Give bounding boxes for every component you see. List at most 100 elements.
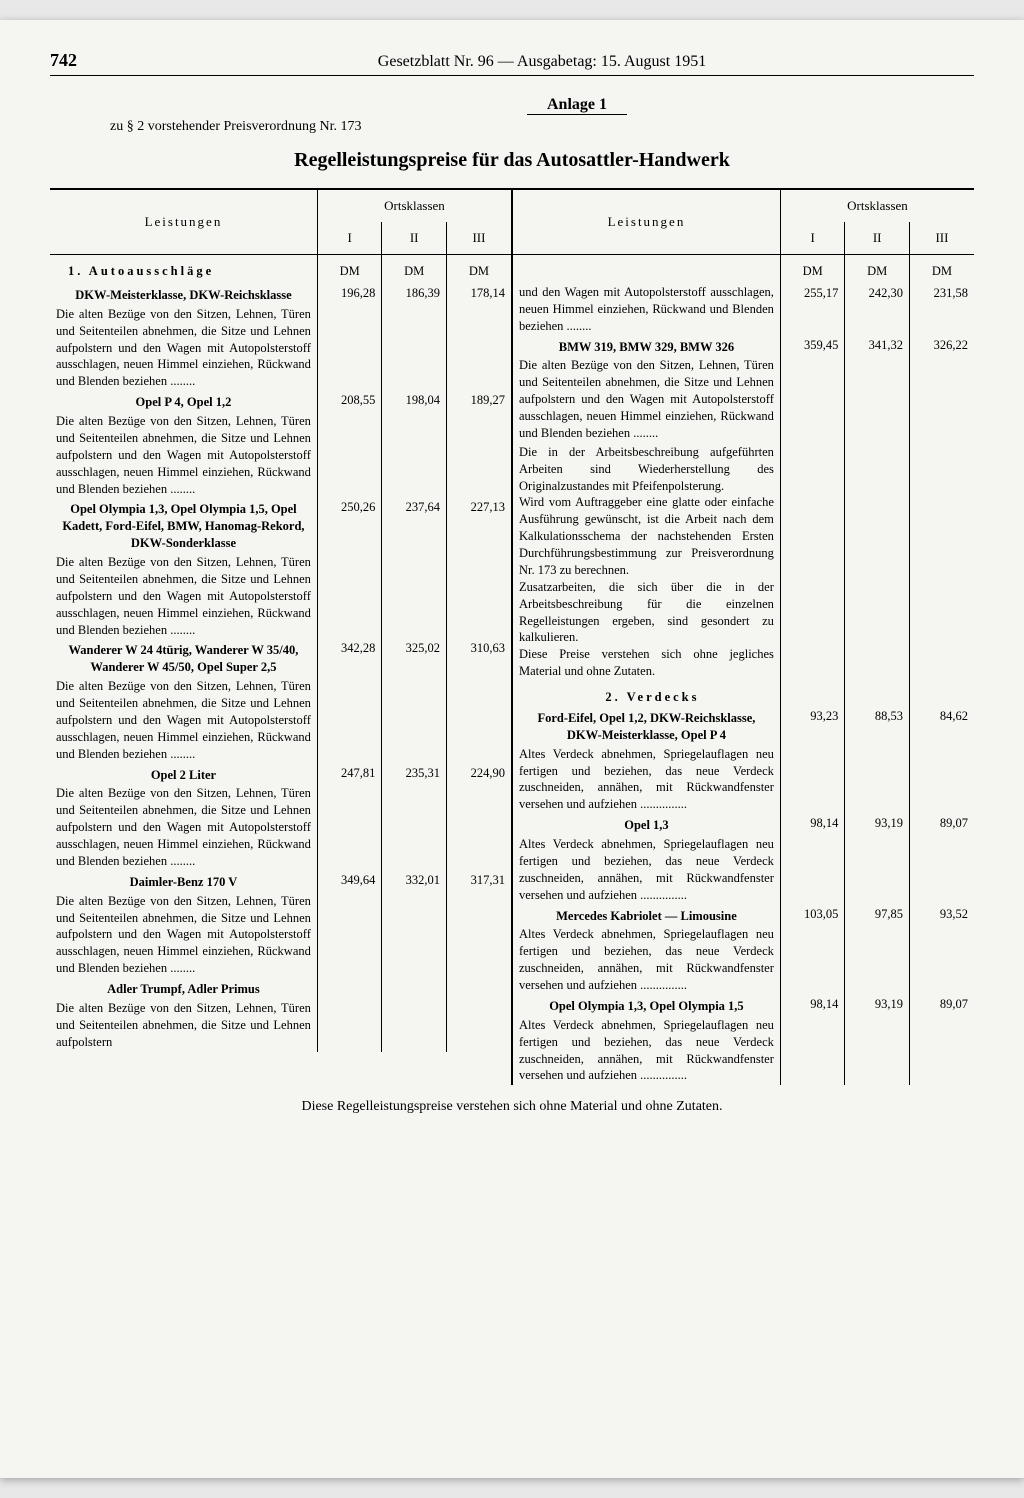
item-title: Daimler-Benz 170 V <box>56 872 311 893</box>
price-ii: 242,30 <box>845 284 910 336</box>
item-cell: Opel 2 Liter Die alten Bezüge von den Si… <box>50 764 317 871</box>
anlage-block: Anlage 1 <box>180 96 974 115</box>
price-iii: 89,07 <box>909 995 974 1085</box>
item-cell: Opel Olympia 1,3, Opel Olympia 1,5, Opel… <box>50 498 317 639</box>
item-title: Opel P 4, Opel 1,2 <box>56 392 311 413</box>
dm-label: DM <box>446 255 511 284</box>
item-title: BMW 319, BMW 329, BMW 326 <box>519 337 774 358</box>
price-iii: 189,27 <box>446 391 511 498</box>
page-number: 742 <box>50 50 110 71</box>
price-i: 98,14 <box>780 814 845 904</box>
price-i <box>317 978 382 1052</box>
item-desc: Die alten Bezüge von den Sitzen, Lehnen,… <box>56 785 311 869</box>
item-title: Opel 1,3 <box>519 815 774 836</box>
item-cell: Wanderer W 24 4türig, Wanderer W 35/40, … <box>50 639 317 763</box>
left-column: Leistungen Ortsklassen I II III 1. Autoa… <box>50 190 513 1085</box>
item-cell: Adler Trumpf, Adler Primus Die alten Bez… <box>50 978 317 1052</box>
header-line: 742 Gesetzblatt Nr. 96 — Ausgabetag: 15.… <box>50 50 974 76</box>
price-iii: 224,90 <box>446 764 511 871</box>
price-ii: 332,01 <box>382 871 447 978</box>
item-cell: Opel Olympia 1,3, Opel Olympia 1,5 Altes… <box>513 995 780 1085</box>
item-cell: Opel P 4, Opel 1,2 Die alten Bezüge von … <box>50 391 317 498</box>
price-ii: 341,32 <box>845 336 910 443</box>
price-i: 103,05 <box>780 905 845 995</box>
th-i: I <box>317 222 382 255</box>
price-ii: 88,53 <box>845 707 910 814</box>
note-cell: Die in der Arbeitsbeschreibung aufgeführ… <box>513 443 780 681</box>
cont-desc: und den Wagen mit Autopolsterstoff aussc… <box>513 284 780 336</box>
item-cell: Ford-Eifel, Opel 1,2, DKW-Reichsklasse, … <box>513 707 780 814</box>
dm-label: DM <box>845 255 910 284</box>
section-2-title: 2. Verdecks <box>513 681 780 707</box>
dm-label: DM <box>780 255 845 284</box>
price-ii: 97,85 <box>845 905 910 995</box>
price-i: 247,81 <box>317 764 382 871</box>
price-ii: 186,39 <box>382 284 447 391</box>
item-desc: Die alten Bezüge von den Sitzen, Lehnen,… <box>56 306 311 390</box>
th-ortsklassen: Ortsklassen <box>317 190 511 222</box>
price-i: 196,28 <box>317 284 382 391</box>
price-iii: 326,22 <box>909 336 974 443</box>
price-iii: 178,14 <box>446 284 511 391</box>
th-ortsklassen: Ortsklassen <box>780 190 974 222</box>
price-i: 208,55 <box>317 391 382 498</box>
footnote: Diese Regelleistungspreise verstehen sic… <box>50 1099 974 1115</box>
price-i: 93,23 <box>780 707 845 814</box>
anlage-label: Anlage 1 <box>527 96 627 115</box>
price-iii <box>446 978 511 1052</box>
th-ii: II <box>382 222 447 255</box>
item-desc: Die alten Bezüge von den Sitzen, Lehnen,… <box>56 893 311 977</box>
item-title: Opel Olympia 1,3, Opel Olympia 1,5, Opel… <box>56 499 311 554</box>
price-ii: 235,31 <box>382 764 447 871</box>
price-ii: 93,19 <box>845 814 910 904</box>
item-desc: Die alten Bezüge von den Sitzen, Lehnen,… <box>56 1000 311 1051</box>
price-i: 250,26 <box>317 498 382 639</box>
price-i: 359,45 <box>780 336 845 443</box>
price-i: 98,14 <box>780 995 845 1085</box>
price-iii: 310,63 <box>446 639 511 763</box>
dm-label: DM <box>909 255 974 284</box>
price-iii: 93,52 <box>909 905 974 995</box>
item-title: DKW-Meisterklasse, DKW-Reichsklasse <box>56 285 311 306</box>
dm-label: DM <box>382 255 447 284</box>
left-table: Leistungen Ortsklassen I II III 1. Autoa… <box>50 190 511 1052</box>
item-cell: Daimler-Benz 170 V Die alten Bezüge von … <box>50 871 317 978</box>
item-title: Mercedes Kabriolet — Limousine <box>519 906 774 927</box>
price-iii: 227,13 <box>446 498 511 639</box>
item-cell: DKW-Meisterklasse, DKW-Reichsklasse Die … <box>50 284 317 391</box>
th-iii: III <box>909 222 974 255</box>
item-desc: Die alten Bezüge von den Sitzen, Lehnen,… <box>56 554 311 638</box>
item-desc: Die alten Bezüge von den Sitzen, Lehnen,… <box>519 357 774 441</box>
right-column: Leistungen Ortsklassen I II III DM DM DM <box>513 190 974 1085</box>
item-title: Opel Olympia 1,3, Opel Olympia 1,5 <box>519 996 774 1017</box>
th-ii: II <box>845 222 910 255</box>
th-leistungen: Leistungen <box>50 190 317 255</box>
item-title: Wanderer W 24 4türig, Wanderer W 35/40, … <box>56 640 311 678</box>
item-desc: Altes Verdeck abnehmen, Spriegelauflagen… <box>519 1017 774 1085</box>
price-i: 255,17 <box>780 284 845 336</box>
item-cell: Opel 1,3 Altes Verdeck abnehmen, Spriege… <box>513 814 780 904</box>
price-iii: 317,31 <box>446 871 511 978</box>
header-title: Gesetzblatt Nr. 96 — Ausgabetag: 15. Aug… <box>110 53 974 71</box>
item-title: Opel 2 Liter <box>56 765 311 786</box>
item-desc: Altes Verdeck abnehmen, Spriegelauflagen… <box>519 926 774 994</box>
item-cell: Mercedes Kabriolet — Limousine Altes Ver… <box>513 905 780 995</box>
dm-label: DM <box>317 255 382 284</box>
item-desc: Altes Verdeck abnehmen, Spriegelauflagen… <box>519 836 774 904</box>
item-title: Ford-Eifel, Opel 1,2, DKW-Reichsklasse, … <box>519 708 774 746</box>
price-ii <box>382 978 447 1052</box>
sub-anlage: zu § 2 vorstehender Preisverordnung Nr. … <box>110 119 974 135</box>
item-desc: Die alten Bezüge von den Sitzen, Lehnen,… <box>56 413 311 497</box>
th-leistungen: Leistungen <box>513 190 780 255</box>
th-i: I <box>780 222 845 255</box>
item-desc: Die alten Bezüge von den Sitzen, Lehnen,… <box>56 678 311 762</box>
price-iii: 231,58 <box>909 284 974 336</box>
price-ii: 93,19 <box>845 995 910 1085</box>
price-ii: 237,64 <box>382 498 447 639</box>
price-i: 349,64 <box>317 871 382 978</box>
section-1-title: 1. Autoausschläge <box>50 255 317 284</box>
price-iii: 89,07 <box>909 814 974 904</box>
item-desc: Altes Verdeck abnehmen, Spriegelauflagen… <box>519 746 774 814</box>
page: 742 Gesetzblatt Nr. 96 — Ausgabetag: 15.… <box>0 20 1024 1478</box>
empty <box>513 255 780 284</box>
